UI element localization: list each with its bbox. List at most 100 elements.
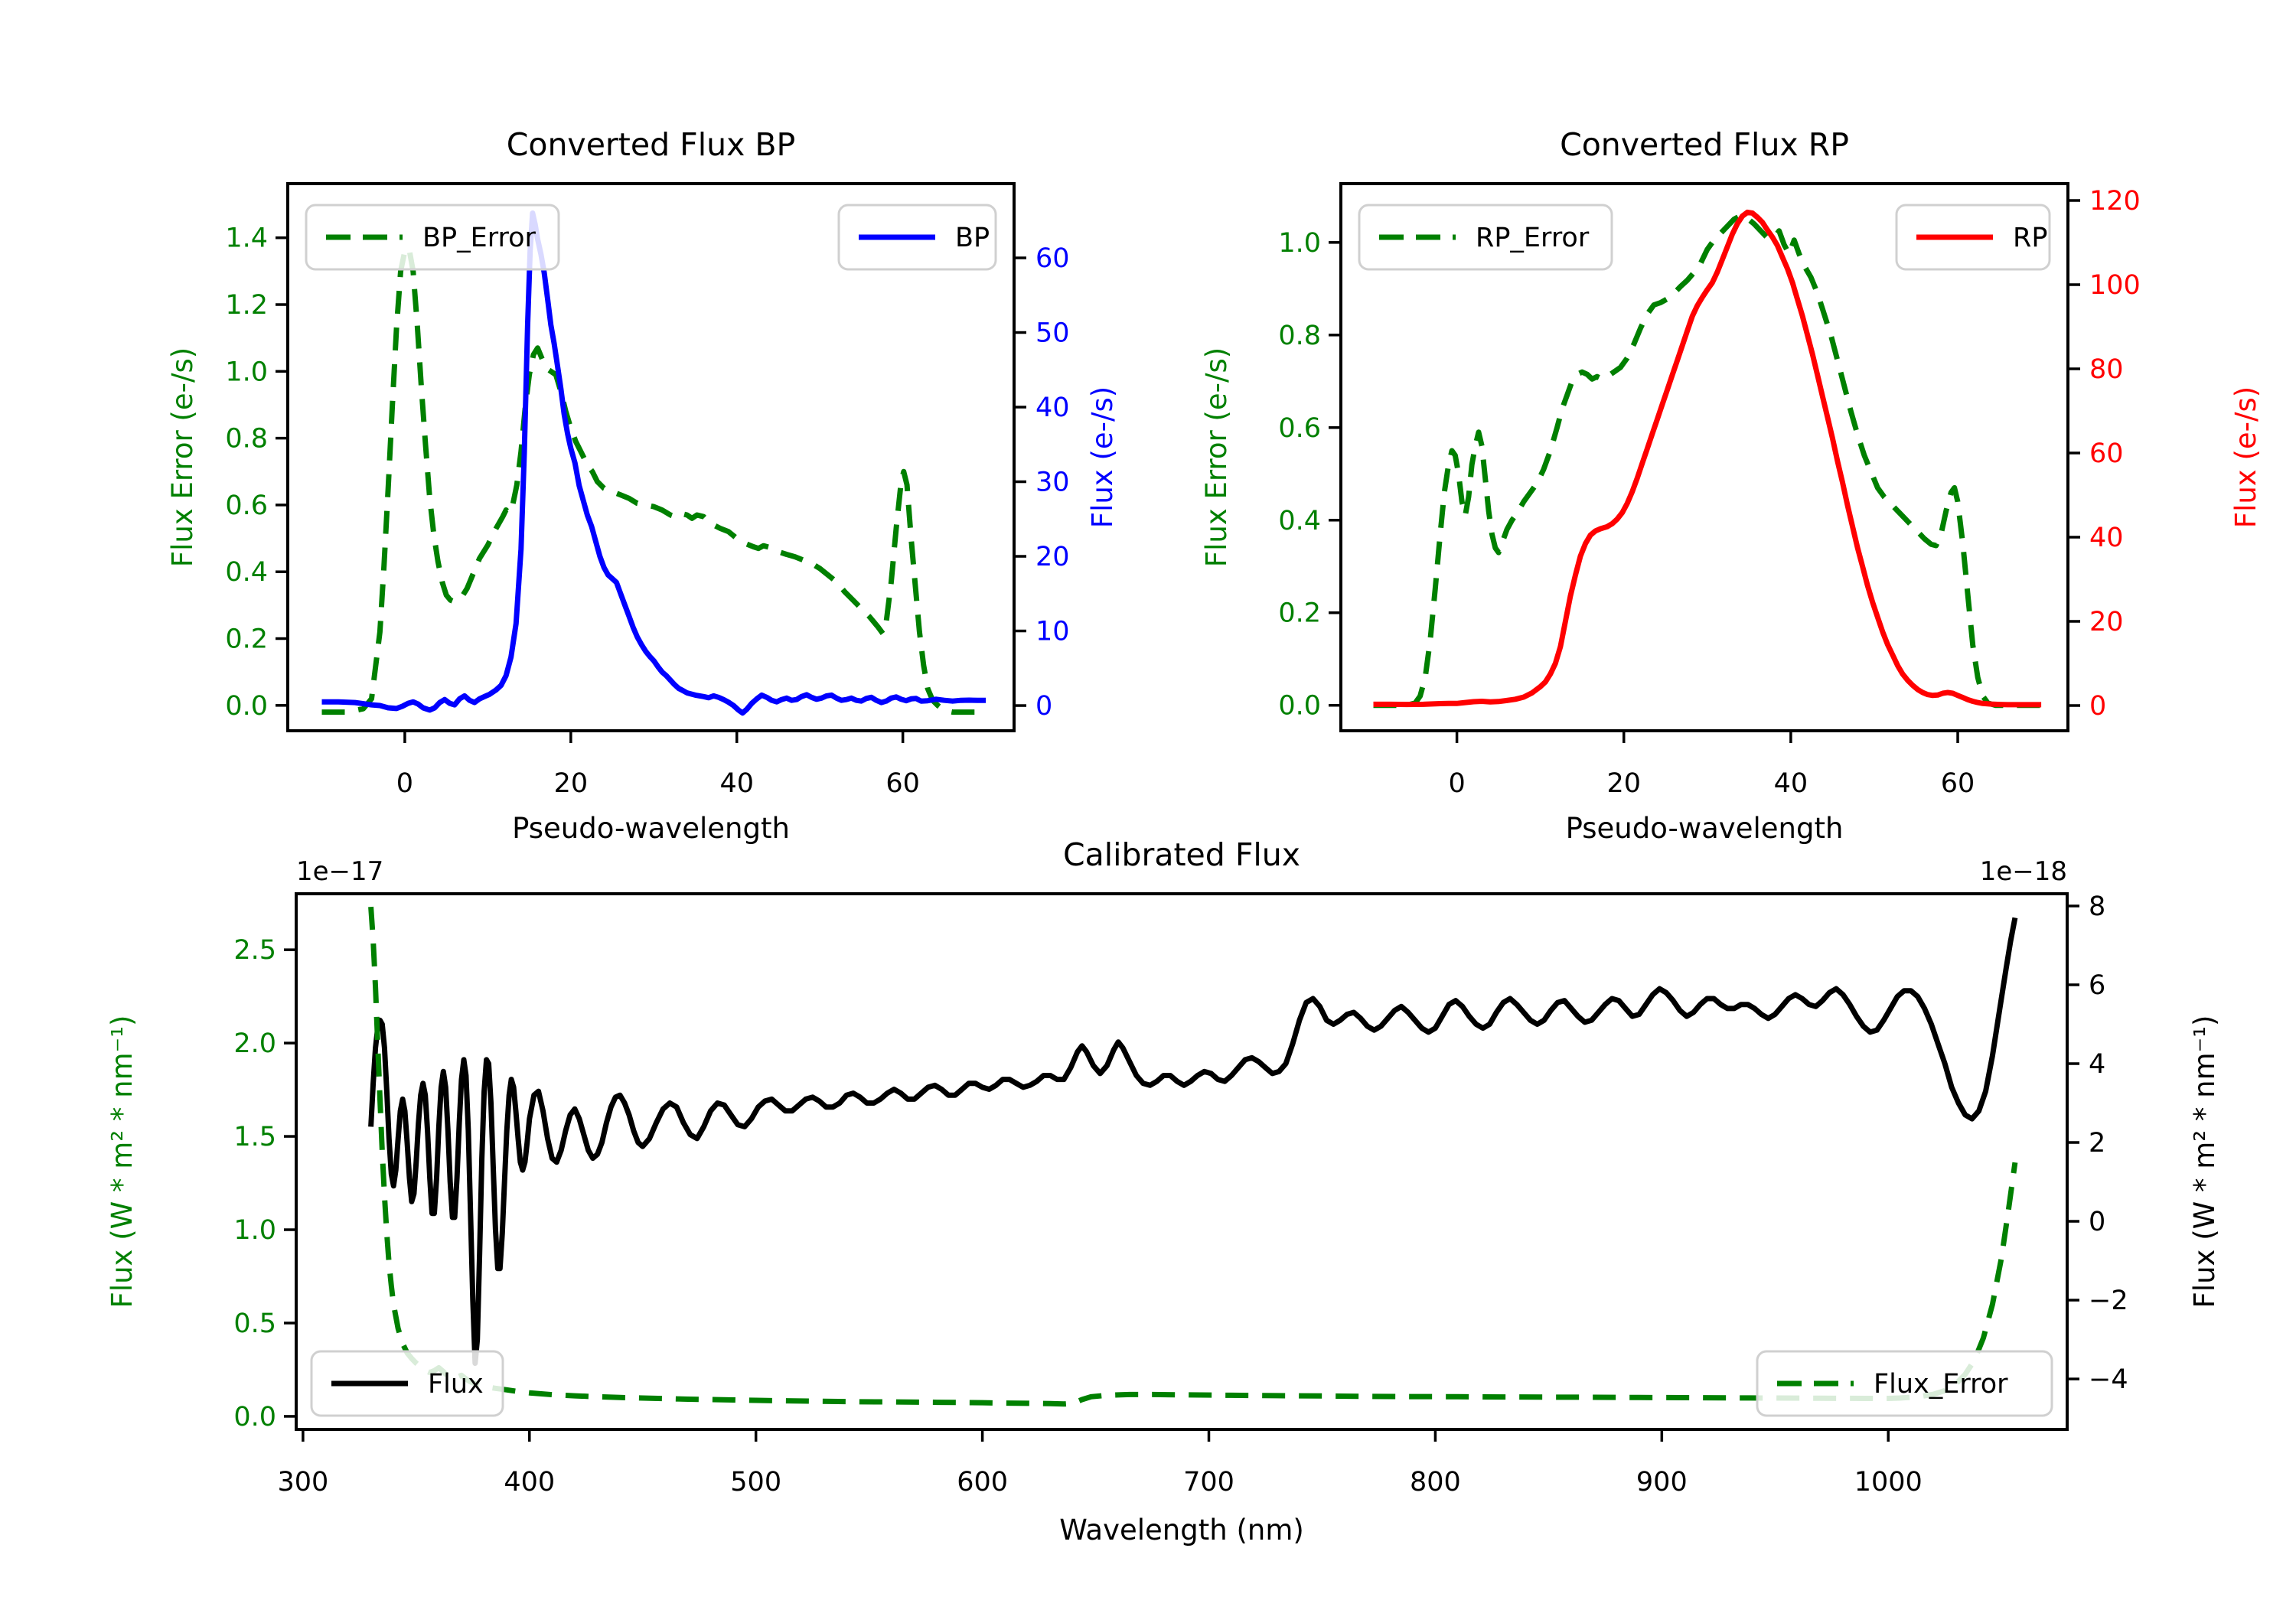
x-tick-label: 60 <box>885 768 920 799</box>
yright-tick-label: 0 <box>1035 691 1052 722</box>
chart-bp: 0 20 40 60 0.0 0.2 0.4 0.6 0.8 1.0 1.2 1.4 0 10 20 30 40… <box>166 126 1119 845</box>
x-tick-label: 20 <box>1606 768 1641 799</box>
chart-title-bp: Converted Flux BP <box>507 126 796 163</box>
yright-tick-label: 8 <box>2089 891 2105 922</box>
yleft-tick-label: 1.2 <box>225 290 268 321</box>
yleft-offset-text: 1e−17 <box>296 856 383 887</box>
legend-BP: BP <box>837 204 997 271</box>
x-axis-label-cal: Wavelength (nm) <box>1059 1514 1304 1546</box>
legend-label: BP <box>955 223 990 253</box>
x-tick-label: 40 <box>719 768 754 799</box>
legend-Flux: Flux <box>310 1350 504 1417</box>
x-axis-label-bp: Pseudo-wavelength <box>512 812 790 845</box>
yleft-tick-label: 0.4 <box>225 557 268 588</box>
legend-label: RP_Error <box>1476 223 1590 253</box>
yleft-tick-label: 1.0 <box>1278 228 1321 259</box>
yright-axis-label-rp: Flux (e-/s) <box>2229 386 2262 528</box>
legend-Flux_Error: Flux_Error <box>1756 1350 2053 1417</box>
yleft-tick-label: 0.5 <box>233 1309 276 1339</box>
x-tick-label: 400 <box>504 1467 555 1498</box>
legend-box <box>1756 1350 2053 1417</box>
yright-tick-label: 4 <box>2089 1049 2105 1080</box>
yleft-tick-label: 2.5 <box>233 935 276 966</box>
yright-tick-label: 2 <box>2089 1128 2105 1159</box>
yright-tick-label: 30 <box>1035 468 1070 498</box>
x-tick-label: 0 <box>1448 768 1465 799</box>
x-tick-label: 60 <box>1941 768 1975 799</box>
yright-tick-label: 40 <box>2089 523 2124 553</box>
yleft-tick-label: 0.2 <box>1278 598 1321 629</box>
yleft-tick-label: 0.6 <box>225 490 268 521</box>
yleft-tick-label: 0.2 <box>225 624 268 655</box>
legend-label: BP_Error <box>422 223 536 253</box>
yright-tick-label: 60 <box>2089 438 2124 469</box>
yleft-tick-label: 1.5 <box>233 1122 276 1152</box>
yleft-axis-label-rp: Flux Error (e-/s) <box>1200 347 1233 567</box>
x-tick-label: 500 <box>730 1467 781 1498</box>
legend-label: RP <box>2013 223 2047 253</box>
series-RP-line <box>1373 209 2042 708</box>
x-tick-label: 300 <box>277 1467 328 1498</box>
yright-tick-label: 40 <box>1035 393 1070 423</box>
yleft-tick-label: 0.0 <box>1278 691 1321 722</box>
yleft-axis-label-cal: Flux (W * m² * nm⁻¹) <box>106 1015 139 1309</box>
yleft-tick-label: 0.0 <box>225 691 268 722</box>
yleft-tick-label: 0.4 <box>1278 506 1321 536</box>
yleft-tick-label: 0.8 <box>225 424 268 455</box>
x-tick-label: 700 <box>1183 1467 1234 1498</box>
chart-rp: 0 20 40 60 0.0 0.2 0.4 0.6 0.8 1.0 0 20 40 60 80 100 120… <box>1200 126 2262 845</box>
axes-frame-cal <box>295 892 2069 1431</box>
yright-tick-label: 60 <box>1035 243 1070 274</box>
axes-frame-rp <box>1339 182 2069 732</box>
x-tick-label: 600 <box>957 1467 1008 1498</box>
chart-title-cal: Calibrated Flux <box>1063 836 1300 873</box>
yleft-tick-label: 0.8 <box>1278 321 1321 351</box>
yright-tick-label: 0 <box>2089 691 2106 722</box>
yleft-tick-label: 1.4 <box>225 223 268 254</box>
legend-box <box>305 204 560 271</box>
x-tick-label: 0 <box>396 768 413 799</box>
yright-tick-label: 120 <box>2089 186 2141 217</box>
x-tick-label: 20 <box>554 768 589 799</box>
yleft-axis-label-bp: Flux Error (e-/s) <box>166 347 199 567</box>
series-Flux-line <box>368 917 2018 1366</box>
axes-frame-bp <box>286 182 1016 732</box>
legend-BP_Error: BP_Error <box>305 204 560 271</box>
series-BP_Error-line <box>321 245 987 715</box>
yright-tick-label: 10 <box>1035 617 1070 647</box>
yright-tick-label: 6 <box>2089 970 2105 1001</box>
yright-offset-text: 1e−18 <box>1980 856 2067 887</box>
series-RP_Error-line <box>1373 213 2042 709</box>
yleft-tick-label: 1.0 <box>225 357 268 387</box>
yright-tick-label: 50 <box>1035 318 1070 349</box>
yright-axis-label-bp: Flux (e-/s) <box>1086 386 1119 528</box>
chart-cal: 300 400 500 600 700 800 900 1000 0.0 0.5 1.0 1.5 2.0… <box>106 836 2221 1546</box>
yleft-tick-label: 1.0 <box>233 1215 276 1246</box>
legend-RP_Error: RP_Error <box>1358 204 1613 271</box>
legend-RP: RP <box>1895 204 2051 271</box>
yright-tick-label: 100 <box>2089 270 2141 301</box>
x-tick-label: 40 <box>1774 768 1808 799</box>
yright-tick-label: 80 <box>2089 354 2124 385</box>
yright-axis-label-cal: Flux (W * m² * nm⁻¹) <box>2188 1015 2221 1309</box>
x-tick-label: 1000 <box>1854 1467 1923 1498</box>
yleft-tick-label: 0.6 <box>1278 413 1321 444</box>
legend-box <box>1358 204 1613 271</box>
legend-label: Flux_Error <box>1874 1369 2008 1400</box>
x-axis-label-rp: Pseudo-wavelength <box>1566 812 1844 845</box>
chart-title-rp: Converted Flux RP <box>1560 126 1849 163</box>
series-BP-line <box>321 210 987 716</box>
yright-tick-label: −2 <box>2089 1286 2128 1316</box>
yright-tick-label: 20 <box>1035 542 1070 572</box>
x-tick-label: 900 <box>1636 1467 1688 1498</box>
yright-tick-label: −4 <box>2089 1364 2128 1395</box>
legend-label: Flux <box>428 1369 484 1400</box>
yright-tick-label: 0 <box>2089 1207 2105 1237</box>
series-Flux_Error-line <box>368 906 2018 1407</box>
yright-tick-label: 20 <box>2089 607 2124 637</box>
x-tick-label: 800 <box>1410 1467 1461 1498</box>
yleft-tick-label: 2.0 <box>233 1028 276 1059</box>
yleft-tick-label: 0.0 <box>233 1402 276 1432</box>
